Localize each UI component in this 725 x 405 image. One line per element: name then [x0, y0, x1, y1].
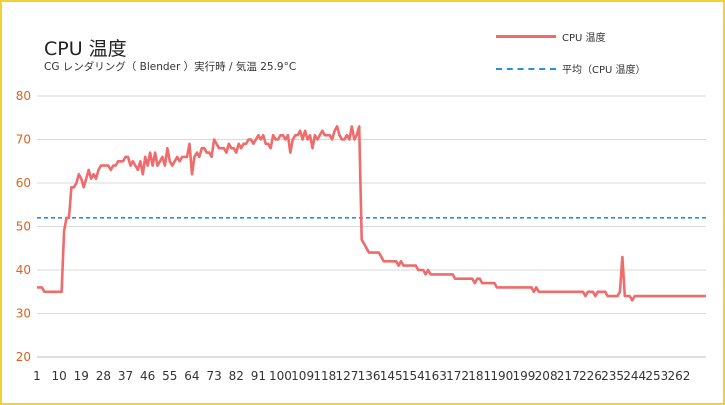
x-tick-label: 154 [402, 369, 425, 383]
x-tick-label: 10 [51, 369, 66, 383]
x-tick-label: 28 [96, 369, 111, 383]
chart-title: CPU 温度 [44, 38, 127, 60]
x-tick-label: 244 [623, 369, 646, 383]
x-tick-label: 37 [118, 369, 133, 383]
y-tick-label: 60 [16, 176, 31, 190]
legend-label-average: 平均（CPU 温度） [562, 65, 646, 76]
x-axis-labels: 1 10 19 28 37 46 55 64 73 82 91 100 109 118 127 136 145 1… [33, 369, 690, 383]
x-tick-label: 235 [601, 369, 624, 383]
x-tick-label: 262 [667, 369, 690, 383]
x-tick-label: 82 [229, 369, 244, 383]
x-tick-label: 109 [291, 369, 314, 383]
legend-swatch-cpu [496, 35, 556, 38]
x-tick-label: 208 [535, 369, 558, 383]
x-tick-label: 100 [269, 369, 292, 383]
x-tick-label: 253 [645, 369, 668, 383]
x-tick-label: 1 [33, 369, 41, 383]
y-tick-label: 50 [16, 220, 31, 234]
x-tick-label: 199 [513, 369, 536, 383]
y-tick-label: 30 [16, 307, 31, 321]
legend-item-average: 平均（CPU 温度） [496, 61, 646, 76]
y-axis-labels: 20 30 40 50 60 70 80 [16, 89, 31, 364]
legend-swatch-average [496, 67, 556, 70]
cpu-temperature-line [37, 125, 706, 302]
x-tick-label: 127 [335, 369, 358, 383]
x-tick-label: 181 [468, 369, 491, 383]
x-tick-label: 73 [206, 369, 221, 383]
x-tick-label: 19 [74, 369, 89, 383]
gridlines [37, 95, 706, 358]
x-tick-label: 118 [313, 369, 336, 383]
x-tick-label: 172 [446, 369, 469, 383]
x-tick-label: 145 [380, 369, 403, 383]
legend-label-cpu: CPU 温度 [562, 33, 606, 44]
x-tick-label: 190 [490, 369, 513, 383]
y-tick-label: 80 [16, 89, 31, 103]
x-tick-label: 136 [358, 369, 381, 383]
x-tick-label: 163 [424, 369, 447, 383]
legend-item-cpu: CPU 温度 [496, 29, 606, 44]
x-tick-label: 64 [184, 369, 199, 383]
x-tick-label: 55 [162, 369, 177, 383]
x-tick-label: 46 [140, 369, 155, 383]
x-tick-label: 226 [579, 369, 602, 383]
y-tick-label: 40 [16, 263, 31, 277]
x-tick-label: 91 [251, 369, 266, 383]
x-tick-label: 217 [557, 369, 580, 383]
y-tick-label: 70 [16, 133, 31, 147]
y-tick-label: 20 [16, 350, 31, 364]
chart-subtitle: CG レンダリング（ Blender ）実行時 / 気温 25.9°C [44, 61, 297, 73]
